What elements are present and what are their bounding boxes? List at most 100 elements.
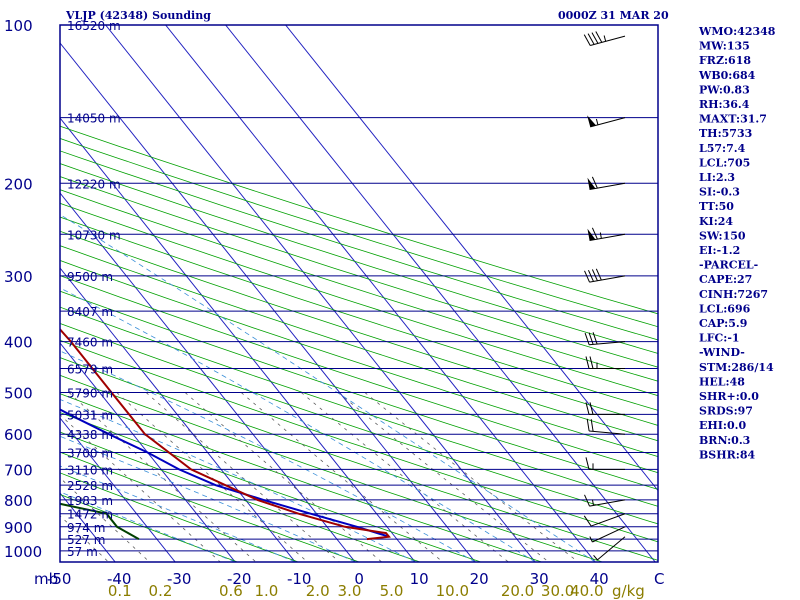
wind-barb [587,227,626,242]
index-line: BSHR:84 [699,448,755,461]
barb-tick [585,402,590,415]
index-line: PW:0.83 [699,83,750,96]
mixing-ratio-label: 0.6 [219,582,243,600]
barb-staff [592,526,626,543]
index-line: EHI:0.0 [699,419,746,432]
moist-adiabat-line [60,287,536,562]
temp-tick-label: 0 [354,570,364,588]
dry-adiabat-line [60,451,360,562]
height-label: 5031 m [67,408,113,422]
chart-datetime: 0000Z 31 MAR 20 [558,9,669,22]
mixing-ratio-line [184,392,382,562]
barb-tick [595,31,603,43]
mixing-ratio-label: 2.0 [306,582,330,600]
barb-tick [595,268,602,281]
wind-barb [583,31,626,46]
temp-tick-label: 20 [470,570,489,588]
index-line: BRN:0.3 [699,434,750,447]
isotherm-line [60,342,236,562]
wind-barb [584,494,626,507]
wind-barb [587,176,626,191]
mixing-ratio-label: 40.0 [570,582,603,600]
barb-flag [587,228,596,241]
barb-staff [589,499,626,507]
isotherm-line [60,417,176,562]
index-line: HEL:48 [699,375,745,388]
temp-tick-label: 10 [410,570,429,588]
barb-tick [584,494,591,507]
index-line: LCL:696 [699,302,751,315]
mixing-ratio-line [241,392,444,562]
wind-barb [584,332,626,346]
grid-lines [60,25,658,562]
dry-adiabat-line [60,189,658,382]
dry-adiabat-line [60,431,421,562]
mixing-ratio-unit-label: g/kg [612,582,645,600]
temp-tick-label: -20 [227,570,252,588]
dry-adiabat-line [60,339,658,543]
moist-adiabat-line [60,350,476,562]
mixing-ratio-label: 0.1 [108,582,132,600]
mixing-ratio-line [60,414,221,562]
dry-adiabat-line [60,290,658,490]
pressure-tick-label: 600 [4,426,33,444]
wind-barb [587,115,626,128]
chart-title: VLJP (42348) Sounding [65,9,211,22]
moist-adiabat-line [60,398,416,562]
dry-adiabat-line [60,163,658,354]
temp-tick-label: -10 [287,570,312,588]
dry-adiabat-line [60,275,658,474]
dry-adiabat-line [60,150,658,341]
height-label: 7460 m [67,336,113,350]
index-line: L57:7.4 [699,142,746,155]
barb-tick [585,356,590,369]
barb-tick [590,419,594,432]
isotherm-line [105,25,536,562]
height-label: 16520 m [67,19,121,33]
mixing-ratio-label: 20.0 [501,582,534,600]
barb-half-tick [589,536,593,543]
sounding-profiles [60,327,391,541]
dry-adiabat-line [60,216,658,411]
pressure-tick-label: 900 [4,519,33,537]
dry-adiabat-line [60,472,299,562]
barb-staff [589,233,626,242]
barb-tick [584,332,590,345]
dry-adiabat-line [60,323,658,525]
pressure-tick-label: 1000 [4,543,42,561]
barb-half-tick [599,232,602,239]
pressure-unit-label: mb [34,570,58,588]
index-line: STM:286/14 [699,361,774,374]
parcel-line [60,408,390,538]
wind-barb [585,457,625,470]
wind-barbs [583,31,626,561]
barb-tick [583,515,592,527]
dry-adiabat-line [60,202,658,397]
height-label: 9500 m [67,270,113,284]
dry-adiabat-line [60,306,658,507]
dry-adiabat-line [60,357,658,561]
temperature-line [60,327,391,541]
height-label: 974 m [67,521,105,535]
mixing-ratio-line [145,392,340,562]
index-line: SW:150 [699,229,746,242]
barb-half-tick [591,499,594,506]
barb-tick [587,33,595,45]
height-label: 4338 m [67,428,113,442]
index-line: LFC:-1 [699,332,740,345]
dry-adiabat-line [60,245,658,442]
wind-barb [586,418,626,435]
isotherm-line [60,117,416,562]
barb-tick [585,457,590,470]
height-label: 527 m [67,533,105,547]
barb-staff [591,513,626,527]
index-line: LI:2.3 [699,171,735,184]
isotherm-line [165,25,596,562]
barb-flag [587,115,597,127]
wind-barb [583,513,626,527]
index-line: WMO:42348 [698,25,776,38]
mixing-ratio-label: 10.0 [436,582,469,600]
dry-adiabat-line [60,125,658,315]
